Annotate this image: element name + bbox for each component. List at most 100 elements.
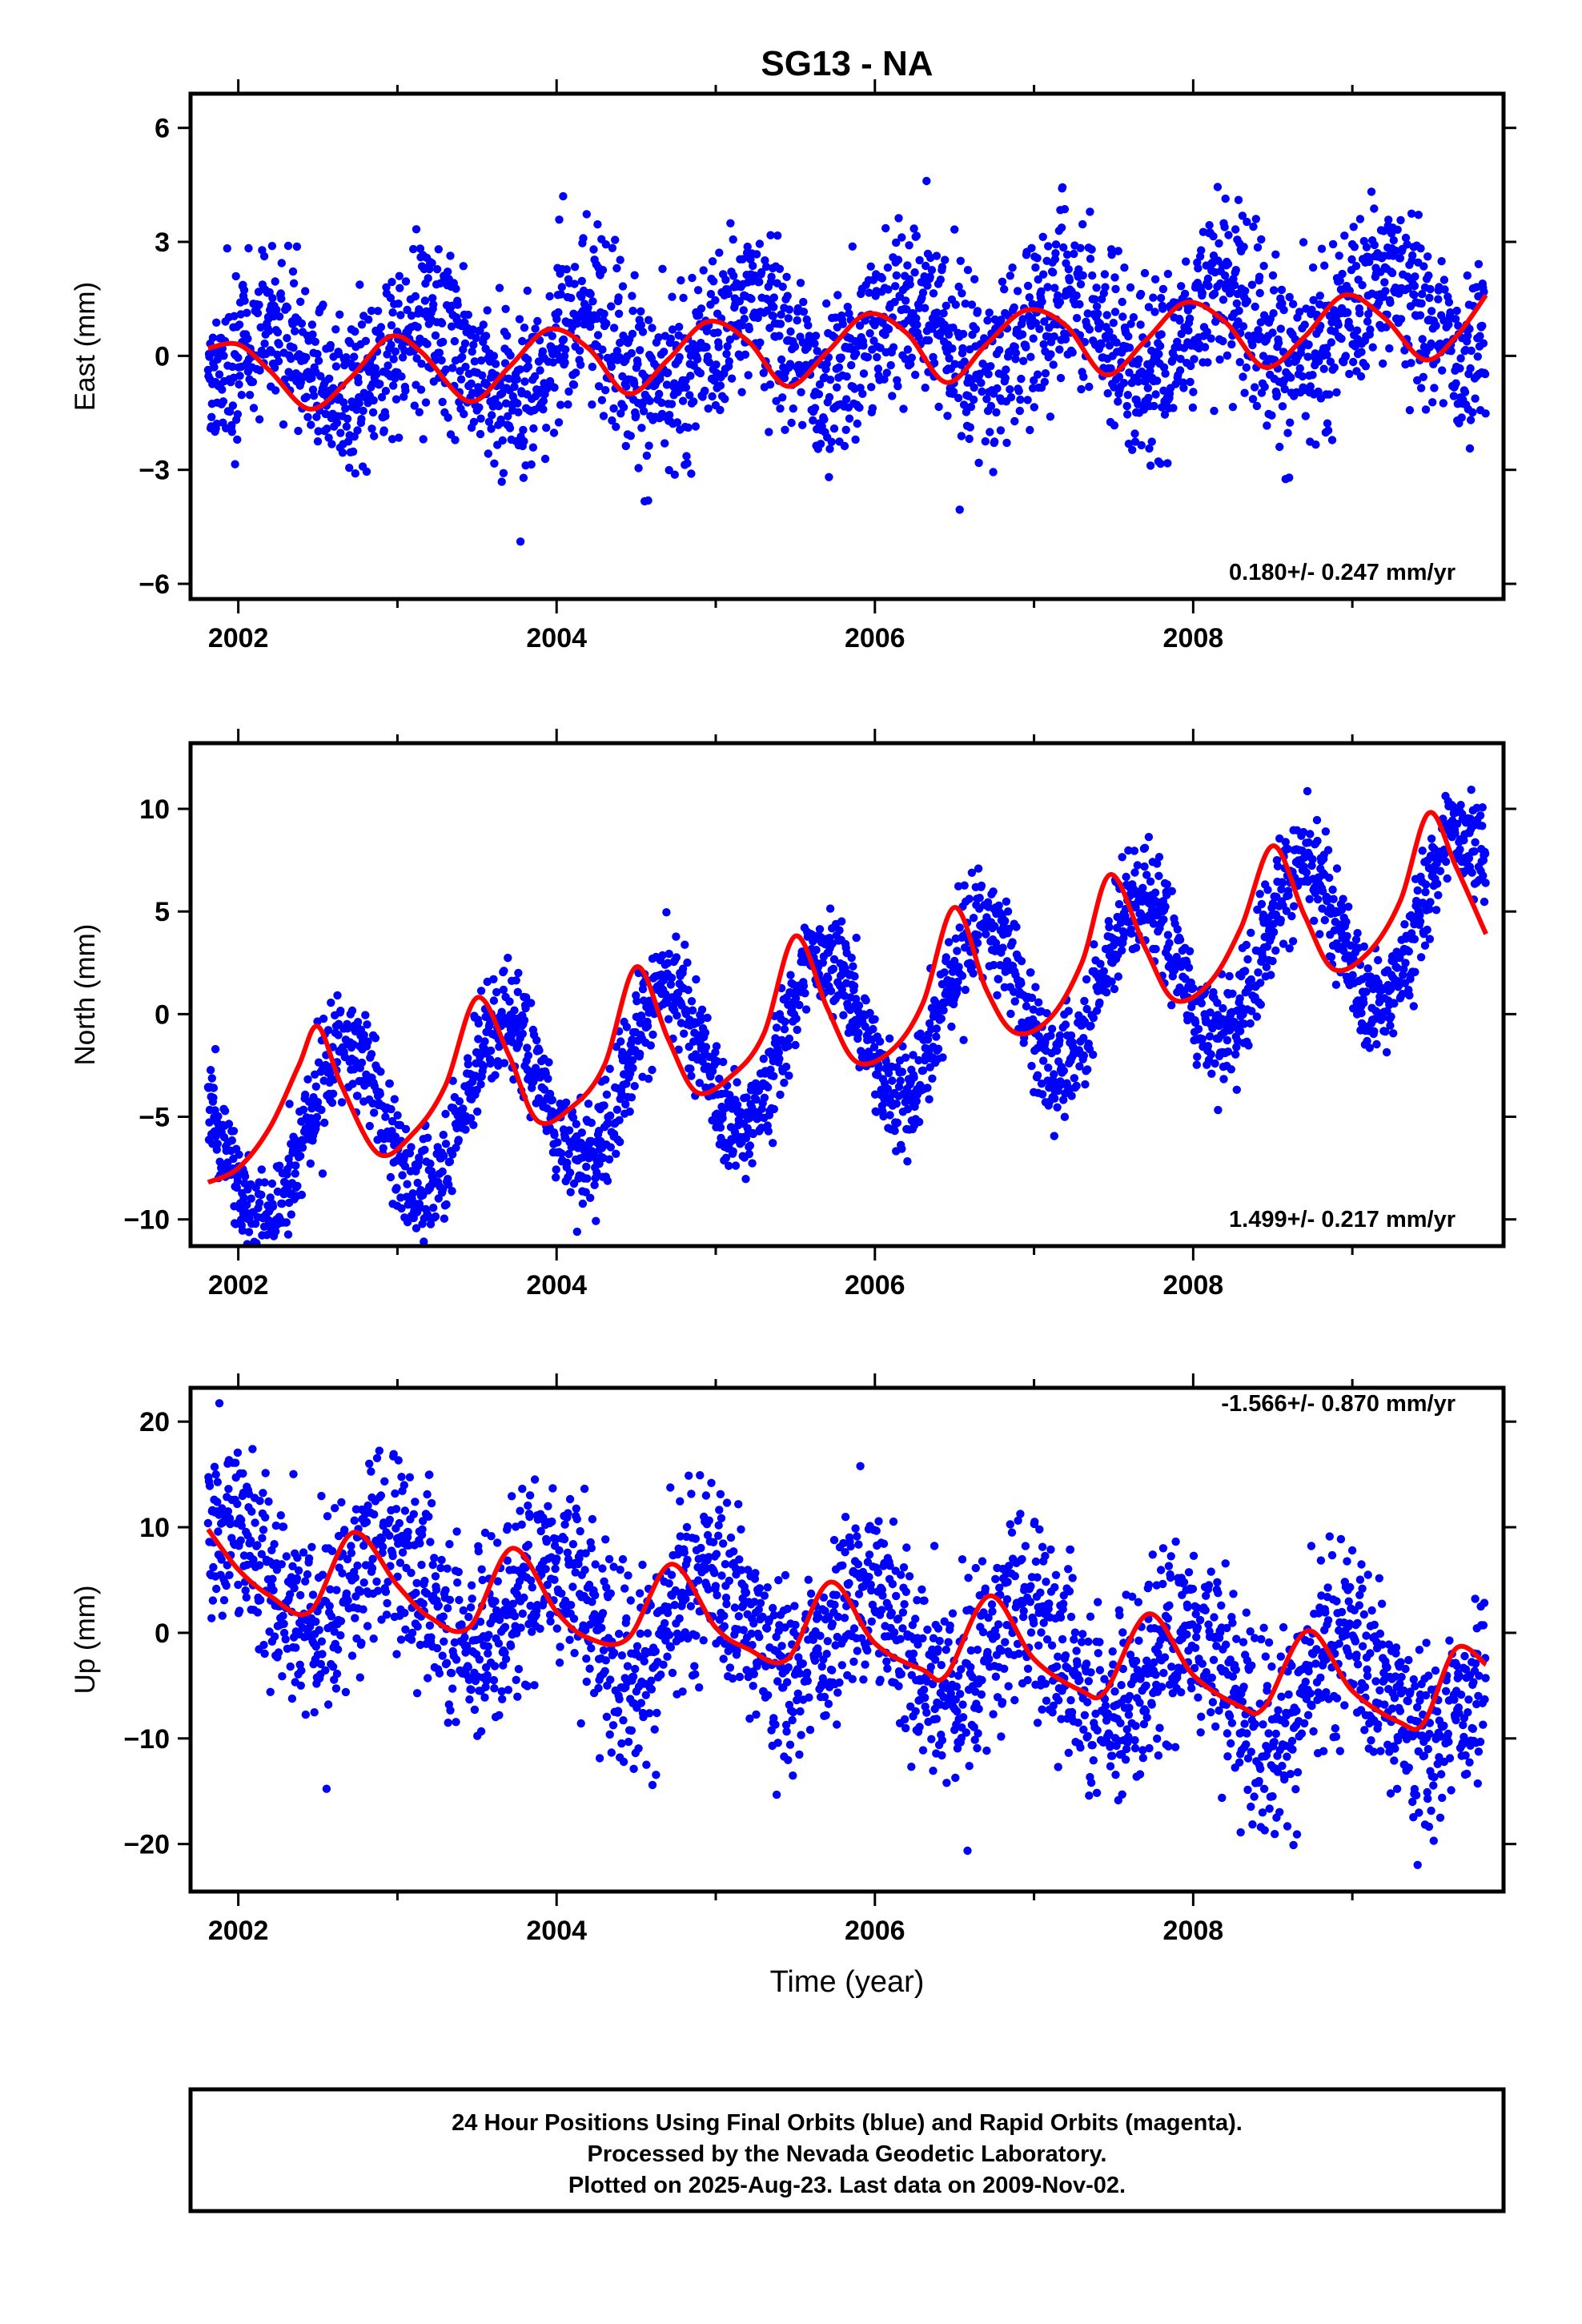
east-point: [668, 325, 677, 334]
east-point: [1418, 335, 1427, 344]
east-point: [955, 505, 964, 514]
north-point: [692, 975, 701, 984]
east-point: [342, 422, 351, 431]
north-point: [587, 1118, 596, 1128]
east-point: [1340, 231, 1349, 240]
east-point: [557, 283, 566, 292]
east-point: [842, 395, 851, 404]
east-point: [542, 424, 551, 432]
east-point: [1451, 315, 1460, 324]
north-point: [1104, 917, 1114, 926]
north-point: [266, 1193, 275, 1202]
north-point: [748, 1159, 757, 1168]
east-point: [618, 372, 627, 381]
east-point: [1395, 254, 1405, 263]
east-point: [630, 271, 639, 279]
north-point: [592, 1216, 600, 1225]
east-point: [1215, 355, 1224, 364]
east-point: [1419, 262, 1428, 271]
east-point: [354, 378, 363, 387]
east-point: [769, 293, 778, 302]
east-point: [1319, 364, 1328, 373]
north-point: [1277, 885, 1286, 894]
north-point: [1306, 830, 1315, 838]
north-point: [961, 985, 970, 995]
east-point: [942, 301, 951, 310]
north-point: [296, 1152, 305, 1160]
east-point: [1466, 364, 1475, 373]
east-point: [1220, 271, 1230, 280]
north-point: [864, 1047, 873, 1056]
east-point: [464, 310, 472, 320]
north-point: [214, 1112, 223, 1121]
east-point: [1011, 355, 1020, 364]
north-point: [839, 1011, 848, 1019]
north-point: [1008, 938, 1017, 947]
north-point: [1096, 959, 1105, 968]
north-point: [1140, 843, 1150, 853]
east-point: [1407, 359, 1415, 368]
north-point: [824, 974, 833, 983]
east-point: [855, 321, 865, 330]
east-point: [536, 366, 544, 375]
east-point: [1219, 336, 1227, 346]
east-point: [1255, 288, 1264, 298]
east-point: [1338, 269, 1347, 279]
east-point: [539, 396, 548, 405]
east-point: [796, 279, 805, 287]
east-point: [1221, 194, 1230, 203]
east-point: [1046, 350, 1055, 359]
east-point: [1452, 306, 1461, 316]
north-point: [673, 1011, 681, 1020]
east-point: [984, 370, 993, 379]
east-point: [829, 424, 839, 433]
east-point: [934, 402, 943, 412]
east-point: [1351, 342, 1360, 351]
east-point: [231, 460, 239, 468]
north-point: [1207, 1050, 1215, 1059]
north-point: [524, 1051, 533, 1060]
east-point: [1255, 272, 1264, 281]
east-point: [401, 277, 411, 286]
north-point: [365, 1121, 374, 1131]
north-point: [835, 926, 844, 935]
east-point: [386, 293, 396, 303]
east-point: [527, 460, 536, 469]
east-point: [1416, 384, 1426, 392]
east-point: [598, 345, 607, 354]
east-point: [549, 428, 559, 437]
north-point: [1223, 1035, 1232, 1045]
north-point: [239, 1193, 248, 1203]
east-point: [747, 295, 756, 304]
east-point: [233, 435, 242, 444]
north-point: [535, 1046, 544, 1055]
east-point: [1147, 437, 1156, 446]
east-point: [407, 312, 416, 320]
north-point: [426, 1159, 435, 1168]
north-point: [461, 1125, 470, 1134]
east-point: [873, 364, 883, 373]
east-point: [907, 353, 917, 362]
east-point: [1049, 360, 1058, 369]
north-point: [967, 868, 977, 878]
north-point: [801, 989, 809, 998]
east-point: [1146, 367, 1154, 376]
north-point: [409, 1251, 417, 1259]
east-point: [863, 352, 873, 362]
north-point: [662, 998, 672, 1007]
east-point: [634, 464, 643, 472]
east-point: [1240, 388, 1249, 397]
east-point: [670, 470, 679, 479]
east-point: [882, 368, 892, 377]
east-point: [1145, 444, 1154, 453]
north-point: [1332, 864, 1342, 873]
east-point: [479, 320, 488, 329]
east-point: [785, 305, 794, 314]
east-point: [1198, 288, 1207, 298]
east-point: [1386, 298, 1395, 308]
east-point: [932, 251, 942, 260]
north-point: [398, 1171, 407, 1180]
east-point: [331, 325, 340, 334]
north-point: [1095, 998, 1104, 1007]
north-points: [203, 786, 1490, 1259]
